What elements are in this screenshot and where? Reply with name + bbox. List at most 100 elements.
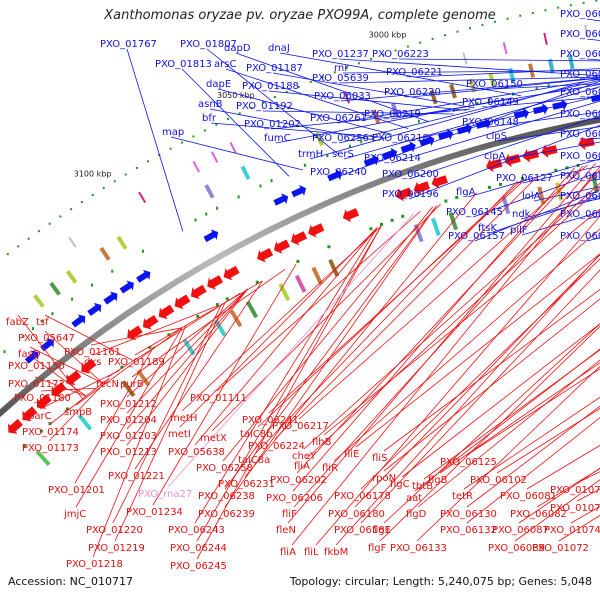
plus-gene-label[interactable]: PXO_06214	[364, 153, 421, 164]
plus-gene-label[interactable]: PXO_06221	[386, 67, 443, 78]
plus-gene-label[interactable]: PXO_01192	[236, 101, 293, 112]
minus-gene-label[interactable]: PXO_06258	[196, 463, 253, 474]
plus-gene-label[interactable]: PXO_06145	[446, 207, 503, 218]
minus-gene-label[interactable]: flgF	[368, 543, 387, 554]
minus-gene-label[interactable]: PXO_01234	[126, 507, 183, 518]
plus-gene-label[interactable]: PXO_01188	[242, 81, 299, 92]
minus-gene-label[interactable]: rpoN	[372, 473, 396, 484]
minus-gene-label[interactable]: flgB	[428, 475, 448, 486]
plus-gene-label[interactable]: PXO_06219	[364, 109, 421, 120]
minus-gene-label[interactable]: PXO_01174	[22, 427, 79, 438]
plus-gene-label[interactable]: fumC	[264, 133, 291, 144]
minus-gene-label[interactable]: PXO_06244	[170, 543, 227, 554]
minus-gene-label[interactable]: tetR	[452, 491, 473, 502]
minus-gene-label[interactable]: PXO_06224	[248, 441, 305, 452]
minus-gene-label[interactable]: fliR	[322, 463, 338, 474]
minus-gene-label[interactable]: PXO_01074	[544, 525, 600, 536]
minus-gene-label[interactable]: PXO_06181	[334, 525, 391, 536]
plus-gene-label[interactable]: PXO_01202	[244, 119, 301, 130]
minus-gene-label[interactable]: PXO_06130	[440, 509, 497, 520]
minus-gene-label[interactable]: PXO_06206	[266, 493, 323, 504]
plus-gene-label[interactable]: PXO_06149	[462, 97, 519, 108]
minus-gene-label[interactable]: PXO_05647	[18, 333, 75, 344]
plus-gene-label[interactable]: PXO_06074	[560, 171, 600, 182]
plus-gene-label[interactable]: PXO_06088	[560, 69, 600, 80]
minus-gene-label[interactable]: PXO_01180	[14, 393, 71, 404]
minus-gene-label[interactable]: recN	[96, 379, 119, 390]
minus-gene-label[interactable]: PXO_06245	[170, 561, 227, 572]
minus-gene-label[interactable]: PXO_06082	[510, 509, 567, 520]
minus-gene-label[interactable]: PXO_01075	[550, 503, 600, 514]
minus-gene-label[interactable]: PXO_01173	[22, 443, 79, 454]
plus-gene-label[interactable]: PXO_06095	[560, 9, 600, 20]
plus-gene-label[interactable]: serS	[332, 149, 354, 160]
minus-gene-label[interactable]: metX	[200, 433, 227, 444]
minus-gene-label[interactable]: fleN	[276, 525, 296, 536]
plus-gene-label[interactable]: pilF	[510, 225, 528, 236]
minus-gene-label[interactable]: PXO_01172	[8, 379, 65, 390]
plus-gene-label[interactable]: flgA	[456, 187, 476, 198]
minus-gene-label[interactable]: dxs	[84, 357, 101, 368]
plus-gene-label[interactable]: PXO_06220	[384, 87, 441, 98]
minus-gene-label[interactable]: PXO_06132	[440, 525, 497, 536]
plus-gene-label[interactable]: bfr	[202, 113, 217, 124]
minus-gene-label[interactable]: aat	[406, 493, 422, 504]
minus-gene-label[interactable]: PXO_01221	[108, 471, 165, 482]
minus-gene-label[interactable]: PXO_06178	[334, 491, 391, 502]
minus-gene-label[interactable]: flgD	[406, 509, 427, 520]
minus-gene-label[interactable]: PXO_01076	[550, 485, 600, 496]
minus-gene-label[interactable]: PXO_01220	[86, 525, 143, 536]
minus-gene-label[interactable]: PXO_06217	[272, 421, 329, 432]
minus-gene-label[interactable]: fliS	[372, 453, 387, 464]
minus-gene-label[interactable]: metH	[170, 413, 197, 424]
plus-gene-label[interactable]: PXO_06218	[372, 133, 429, 144]
plus-gene-label[interactable]: trmH	[298, 149, 323, 160]
plus-gene-label[interactable]: PXO_06033	[314, 91, 371, 102]
plus-gene-label[interactable]: PXO_06261	[310, 113, 367, 124]
minus-gene-label[interactable]: PXO_06180	[328, 509, 385, 520]
plus-gene-label[interactable]: PXO_06150	[466, 79, 523, 90]
plus-gene-label[interactable]: PXO_06127	[496, 173, 553, 184]
plus-gene-label[interactable]: clpA	[484, 151, 506, 162]
minus-gene-label[interactable]: PXO_06202	[270, 475, 327, 486]
minus-gene-label[interactable]: PXO_01203	[100, 431, 157, 442]
minus-gene-label[interactable]: PXO_01218	[66, 559, 123, 570]
minus-gene-label[interactable]: talC8b	[240, 429, 273, 440]
plus-gene-label[interactable]: PXO_06148	[462, 117, 519, 128]
minus-gene-label[interactable]: tsf	[36, 317, 49, 328]
plus-gene-label[interactable]: PXO_06200	[382, 169, 439, 180]
minus-gene-label[interactable]: parC	[28, 411, 52, 422]
minus-gene-label[interactable]: PXO_01212	[100, 399, 157, 410]
minus-gene-label[interactable]: PXO_06089	[488, 543, 545, 554]
minus-gene-label[interactable]: flhB	[312, 437, 332, 448]
plus-gene-label[interactable]: PXO_01813	[155, 59, 212, 70]
minus-gene-label[interactable]: PXO_01189	[108, 357, 165, 368]
minus-gene-label[interactable]: PXO_06243	[168, 525, 225, 536]
minus-gene-label[interactable]: PXO_06087	[492, 525, 549, 536]
minus-gene-label[interactable]: PXO_01213	[100, 447, 157, 458]
plus-gene-label[interactable]: PXO_01187	[246, 63, 303, 74]
minus-gene-label[interactable]: cheY	[292, 451, 317, 462]
plus-gene-label[interactable]: ndk	[512, 209, 531, 220]
plus-gene-label[interactable]: PXO_06076	[560, 151, 600, 162]
minus-gene-label[interactable]: fliL	[304, 547, 319, 558]
minus-gene-label[interactable]: PXO_01072	[532, 543, 589, 554]
minus-gene-label[interactable]: PXO_01204	[100, 415, 157, 426]
minus-gene-label[interactable]: fliF	[282, 509, 297, 520]
minus-gene-label[interactable]: fkbM	[324, 547, 348, 558]
plus-gene-label[interactable]: PXO_01767	[100, 39, 157, 50]
minus-gene-label[interactable]: PXO_01161	[64, 347, 121, 358]
minus-gene-label[interactable]: talC8a	[238, 455, 270, 466]
plus-gene-label[interactable]: dapD	[224, 43, 251, 54]
minus-gene-label[interactable]: PXO_01150	[8, 361, 65, 372]
plus-gene-label[interactable]: dnaJ	[268, 43, 290, 54]
plus-gene-label[interactable]: PXO_06073	[560, 191, 600, 202]
minus-gene-label[interactable]: PXO_06102	[470, 475, 527, 486]
plus-gene-label[interactable]: asnB	[198, 99, 223, 110]
minus-gene-label[interactable]: jmjC	[63, 509, 86, 520]
minus-gene-label[interactable]: tbtB	[412, 481, 433, 492]
minus-gene-label[interactable]: PXO_06238	[198, 491, 255, 502]
minus-gene-label[interactable]: smpB	[64, 407, 92, 418]
plus-gene-label[interactable]: PXO_06157	[448, 231, 505, 242]
plus-gene-label[interactable]: PXO_06071	[560, 231, 600, 242]
